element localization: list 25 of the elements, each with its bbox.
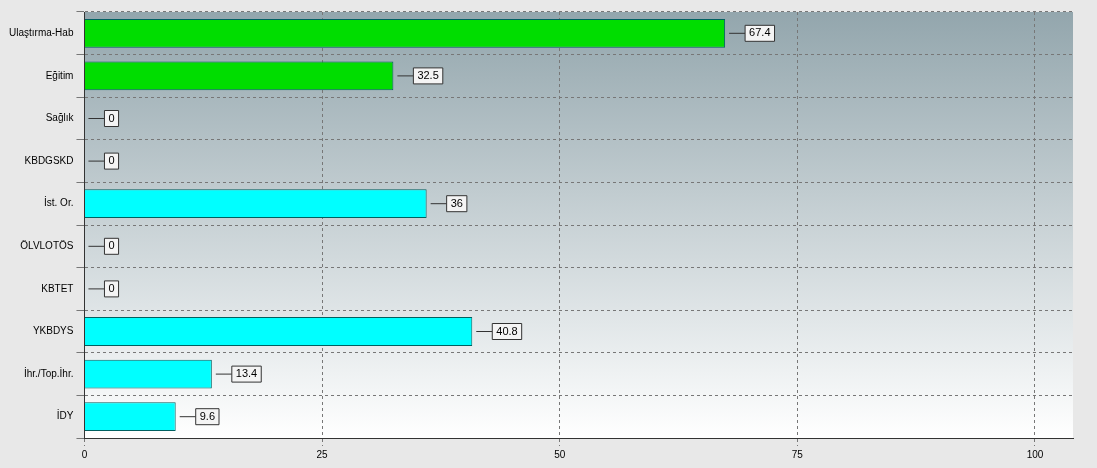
y-tick-label: İst. Or. bbox=[44, 196, 74, 209]
data-label: 32.5 bbox=[417, 68, 439, 81]
y-tick-label: Ulaştırma-Hab bbox=[8, 27, 74, 39]
x-tick-label: 25 bbox=[316, 448, 329, 460]
y-tick-label: İhr./Top.İhr. bbox=[23, 366, 74, 379]
y-tick-label: KBTET bbox=[41, 282, 74, 294]
data-label: 9.6 bbox=[199, 409, 215, 422]
data-label: 40.8 bbox=[496, 324, 518, 337]
data-label: 0 bbox=[108, 111, 115, 124]
y-tick-label: ÖLVLOTÖS bbox=[20, 240, 74, 252]
data-label: 36 bbox=[450, 196, 463, 209]
y-tick-label: Sağlık bbox=[45, 112, 75, 124]
x-tick-label: 50 bbox=[554, 448, 566, 460]
data-label: 67.4 bbox=[749, 26, 771, 39]
data-label: 0 bbox=[108, 154, 115, 167]
data-label: 13.4 bbox=[235, 367, 258, 380]
y-tick-label: YKBDYS bbox=[32, 325, 74, 337]
x-tick-label: 75 bbox=[791, 448, 804, 460]
x-tick-label: 100 bbox=[1026, 448, 1044, 460]
y-tick-label: KBDGSKD bbox=[24, 154, 74, 166]
data-label: 0 bbox=[108, 239, 115, 252]
data-label: 0 bbox=[108, 281, 115, 294]
y-tick-label: İDY bbox=[56, 409, 74, 422]
y-tick-label: Eğitim bbox=[45, 69, 74, 81]
x-tick-label: 0 bbox=[81, 448, 88, 460]
